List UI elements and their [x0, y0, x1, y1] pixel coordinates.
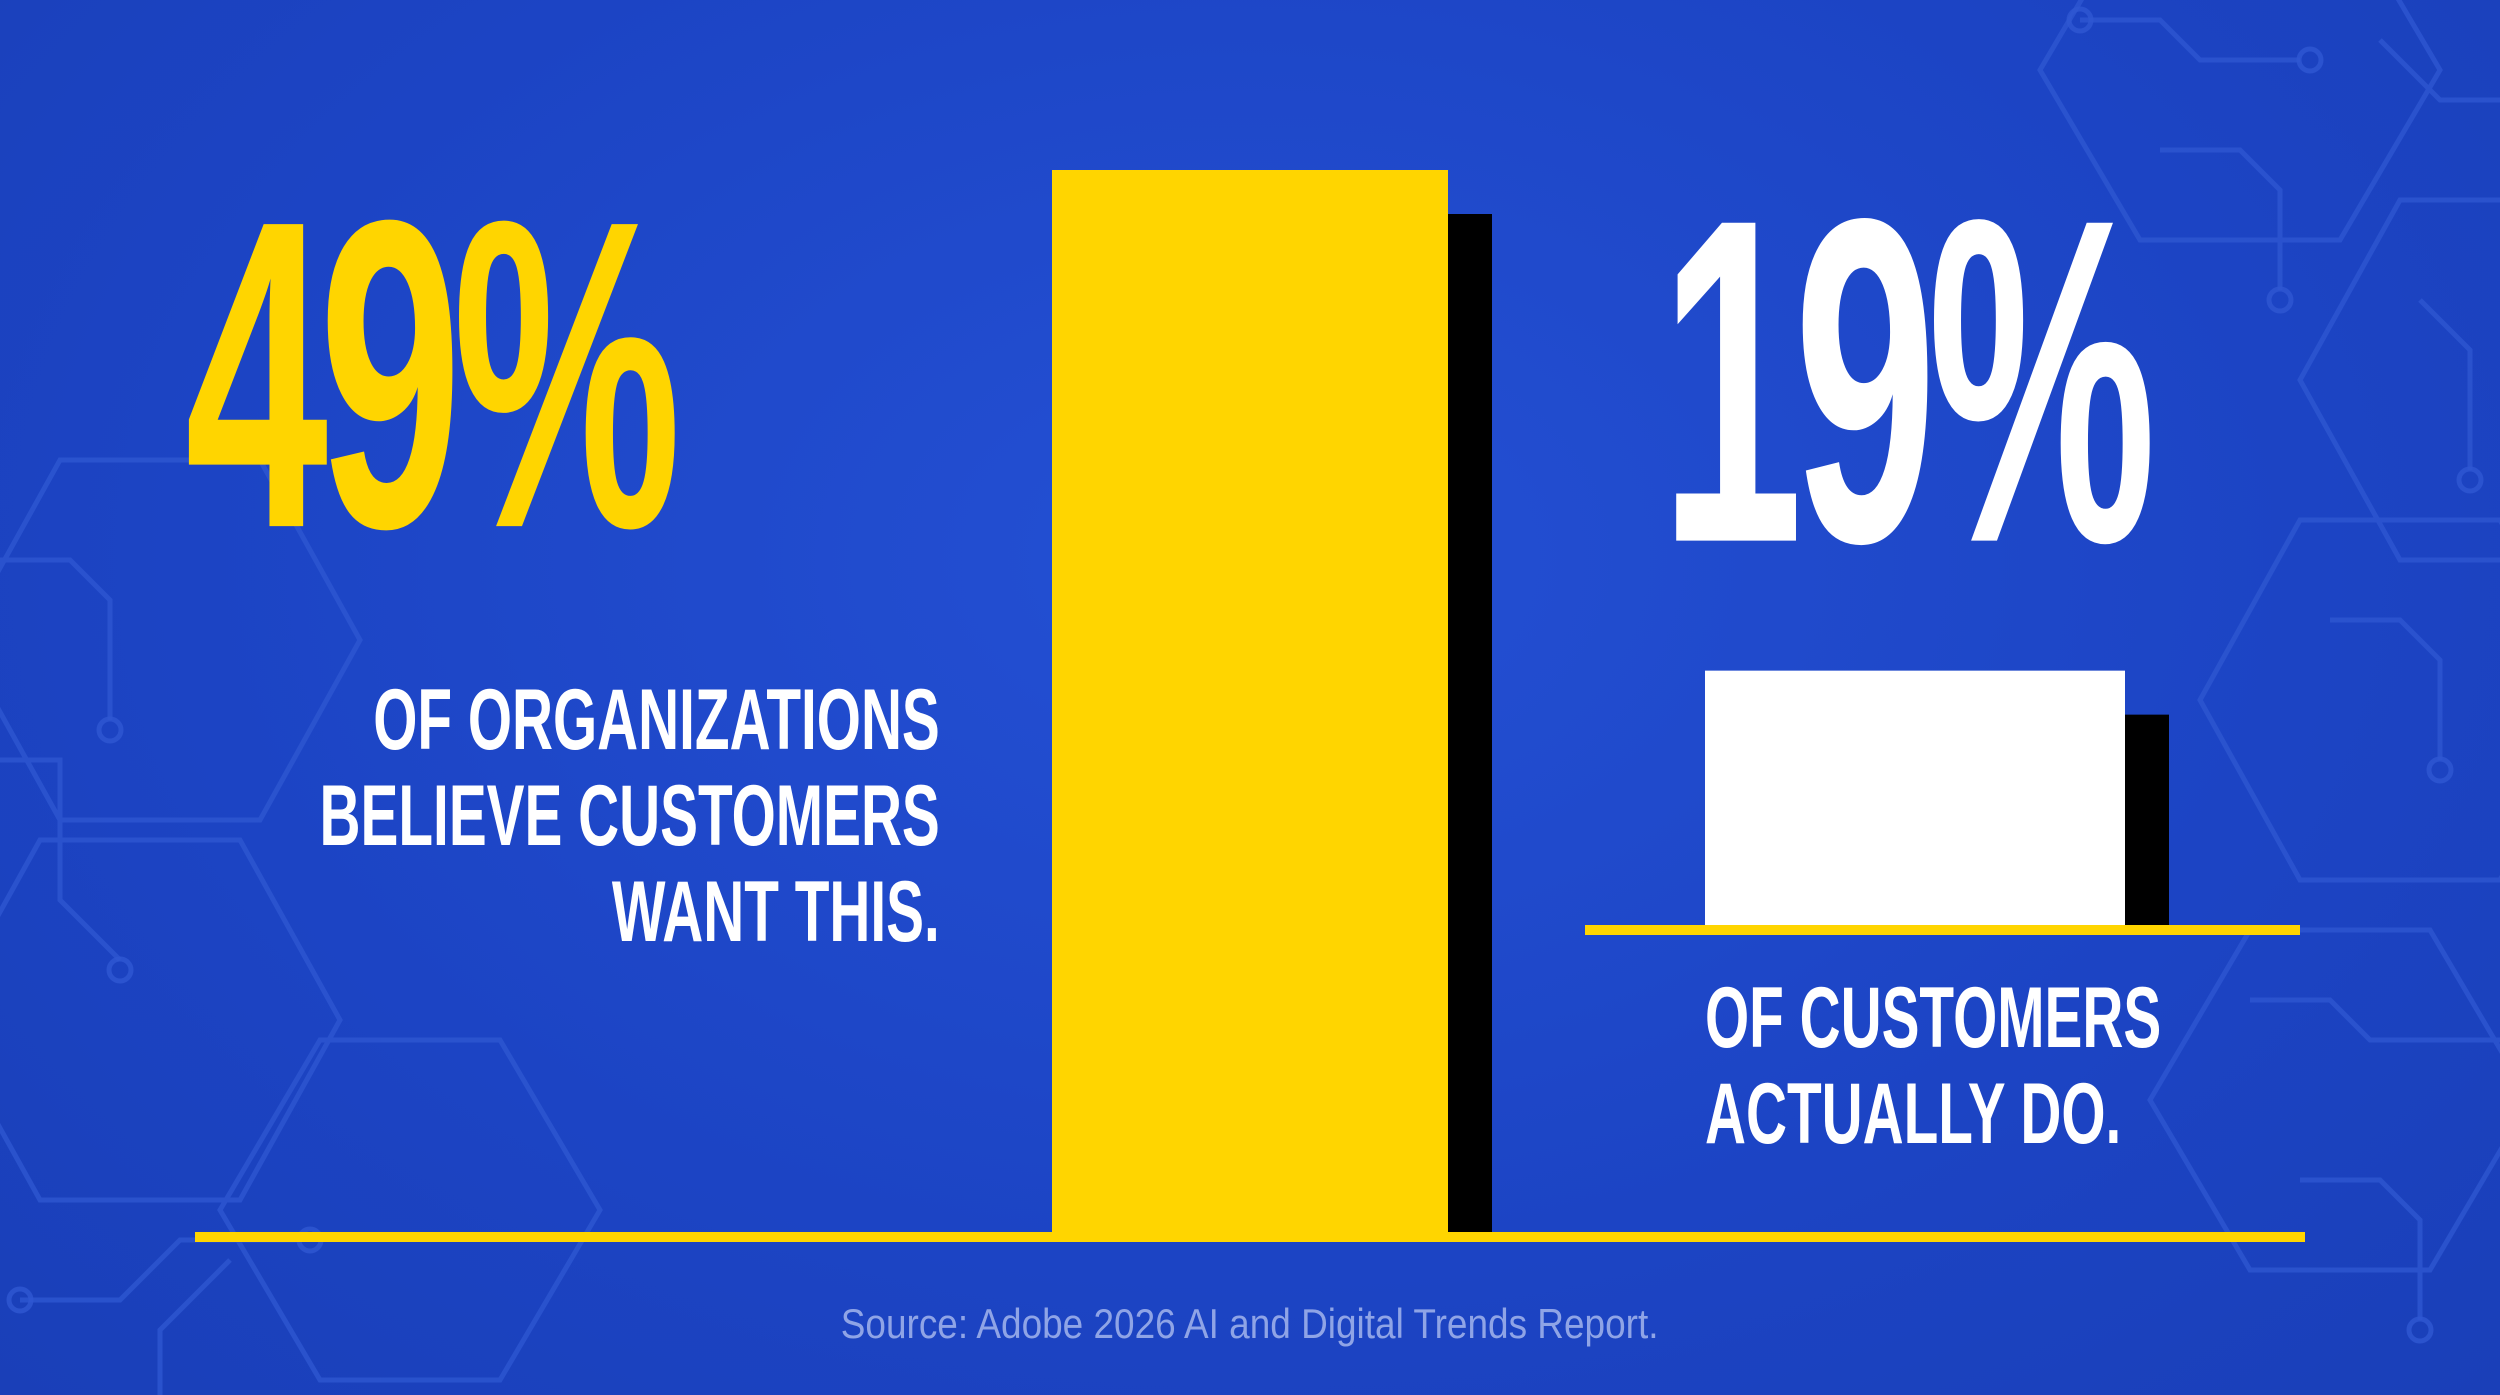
caption-organizations-line-2: BELIEVE CUSTOMERS	[319, 768, 940, 864]
source-note: Source: Adobe 2026 AI and Digital Trends…	[0, 1300, 2500, 1348]
value-label-organizations: 49%	[185, 128, 681, 620]
caption-customers-line-2: ACTUALLY DO.	[1705, 1066, 2122, 1162]
caption-organizations: OF ORGANIZATIONS BELIEVE CUSTOMERS WANT …	[0, 672, 940, 960]
bar-customers	[1705, 670, 2125, 926]
value-label-customers: 19%	[1660, 122, 2156, 639]
caption-organizations-line-1: OF ORGANIZATIONS	[373, 672, 941, 768]
caption-customers-line-1: OF CUSTOMERS	[1705, 970, 2162, 1066]
source-text: Source: Adobe 2026 AI and Digital Trends…	[841, 1300, 1659, 1347]
caption-customers: OF CUSTOMERS ACTUALLY DO.	[1705, 970, 2396, 1162]
caption-organizations-line-3: WANT THIS.	[612, 864, 940, 960]
bar-organizations	[1052, 170, 1448, 1242]
